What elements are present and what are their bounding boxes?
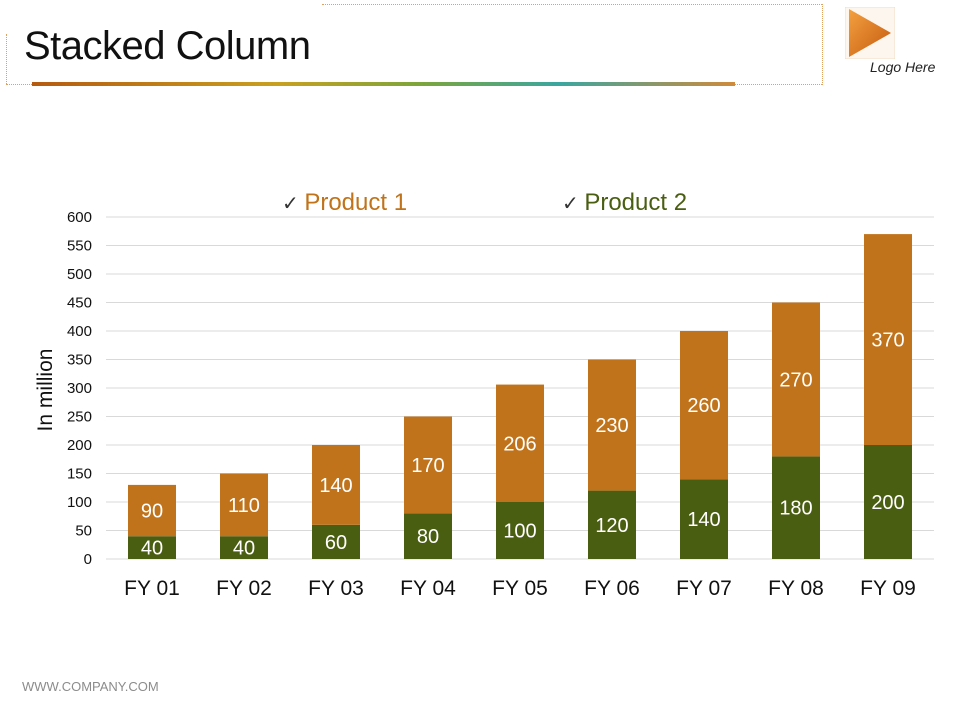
stacked-column-chart: 0 50 100 150 200 250 300 350 400 450 500 550 600 In …	[34, 189, 934, 600]
logo-text: Logo Here	[870, 59, 936, 75]
footer-url: WWW.COMPANY.COM	[22, 679, 159, 694]
bars: 40 90 40 110 60 140 80 170 100 206 120 230 140 260 180…	[128, 234, 912, 560]
bar-product-1	[772, 302, 820, 457]
logo-triangle-icon	[845, 7, 895, 59]
data-label: 170	[411, 455, 444, 477]
title-frame-left	[6, 34, 7, 84]
bar-product-1	[864, 234, 912, 445]
x-tick-label: FY 08	[768, 577, 824, 600]
data-label: 40	[141, 538, 163, 560]
legend-label: Product 2	[584, 189, 687, 216]
data-label: 206	[503, 433, 536, 455]
y-tick-label: 500	[67, 266, 92, 283]
bar-product-1	[680, 331, 728, 480]
data-label: 110	[228, 495, 260, 517]
data-label: 40	[233, 538, 255, 560]
data-label: 120	[595, 515, 628, 537]
y-tick-label: 600	[67, 209, 92, 226]
x-tick-label: FY 06	[584, 577, 640, 600]
x-tick-label: FY 04	[400, 577, 456, 600]
y-tick-label: 0	[84, 551, 92, 568]
bar-product-1	[496, 384, 544, 502]
bar-product-2	[128, 536, 176, 559]
bar-product-1	[128, 484, 176, 537]
bar-product-2	[312, 524, 360, 559]
data-label: 370	[871, 330, 904, 352]
bar-product-2	[220, 536, 268, 559]
data-label: 200	[871, 492, 904, 514]
legend-item-product-2: ✓ Product 2	[562, 189, 687, 216]
y-tick-label: 450	[67, 295, 92, 312]
bar-product-2	[864, 445, 912, 559]
y-tick-label: 400	[67, 323, 92, 340]
data-label: 270	[779, 369, 812, 391]
bar-product-2	[404, 513, 452, 559]
legend-label: Product 1	[304, 189, 407, 216]
data-label: 80	[417, 526, 439, 548]
y-tick-label: 350	[67, 352, 92, 369]
y-tick-label: 550	[67, 238, 92, 255]
bar-product-1	[312, 445, 360, 525]
bar-product-2	[588, 490, 636, 559]
bar-product-2	[772, 456, 820, 559]
x-tick-label: FY 05	[492, 577, 548, 600]
data-label: 260	[687, 395, 720, 417]
x-tick-label: FY 07	[676, 577, 732, 600]
y-tick-label: 100	[67, 494, 92, 511]
x-tick-label: FY 01	[124, 577, 180, 600]
y-axis-ticks: 0 50 100 150 200 250 300 350 400 450 500 550 600	[67, 209, 92, 568]
data-label: 180	[779, 498, 812, 520]
title-frame-right	[822, 4, 823, 85]
title-underline	[32, 82, 735, 86]
y-tick-label: 200	[67, 437, 92, 454]
y-tick-label: 250	[67, 409, 92, 426]
title-frame-top	[322, 4, 822, 5]
y-tick-label: 150	[67, 466, 92, 483]
x-axis-categories: FY 01 FY 02 FY 03 FY 04 FY 05 FY 06 FY 07 FY 08…	[124, 577, 916, 600]
data-label: 100	[503, 521, 536, 543]
checkmark-icon: ✓	[562, 193, 584, 215]
page-title: Stacked Column	[24, 24, 311, 68]
y-axis-label: In million	[34, 349, 57, 432]
x-tick-label: FY 02	[216, 577, 272, 600]
data-label: 90	[141, 501, 163, 523]
y-tick-label: 50	[75, 523, 92, 540]
checkmark-icon: ✓	[282, 193, 304, 215]
x-tick-label: FY 03	[308, 577, 364, 600]
x-tick-label: FY 09	[860, 577, 916, 600]
data-label: 60	[325, 532, 347, 554]
data-label: 140	[687, 509, 720, 531]
bar-product-2	[680, 479, 728, 559]
data-label: 230	[595, 415, 628, 437]
y-tick-label: 300	[67, 380, 92, 397]
data-label: 140	[319, 475, 352, 497]
legend: ✓ Product 1 ✓ Product 2	[282, 189, 687, 216]
bar-product-1	[220, 473, 268, 537]
bar-product-1	[404, 416, 452, 514]
legend-item-product-1: ✓ Product 1	[282, 189, 407, 216]
bar-product-2	[496, 502, 544, 559]
bar-product-1	[588, 359, 636, 491]
